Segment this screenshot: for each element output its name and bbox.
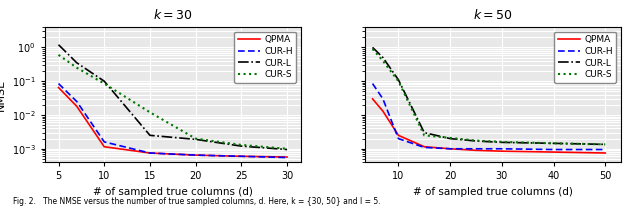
CUR-H bbox=[54, 82, 62, 85]
CUR-H bbox=[146, 152, 154, 154]
Line: CUR-H: CUR-H bbox=[372, 84, 605, 150]
CUR-L bbox=[498, 141, 506, 144]
CUR-H bbox=[446, 147, 454, 150]
Y-axis label: NMSE: NMSE bbox=[0, 79, 6, 111]
CUR-L bbox=[602, 143, 609, 146]
CUR-S bbox=[446, 137, 454, 139]
Title: $k = 30$: $k = 30$ bbox=[153, 8, 193, 22]
CUR-S bbox=[100, 82, 108, 85]
CUR-S bbox=[369, 48, 376, 50]
Line: CUR-H: CUR-H bbox=[58, 84, 287, 158]
CUR-L bbox=[369, 46, 376, 49]
CUR-S bbox=[284, 147, 291, 150]
CUR-S bbox=[54, 54, 62, 56]
CUR-H bbox=[379, 98, 387, 100]
Line: CUR-S: CUR-S bbox=[58, 55, 287, 149]
CUR-L bbox=[446, 137, 454, 140]
CUR-H bbox=[602, 148, 609, 151]
QPMA bbox=[237, 155, 245, 157]
QPMA bbox=[602, 152, 609, 154]
CUR-L bbox=[550, 142, 557, 145]
QPMA bbox=[395, 134, 403, 137]
Legend: QPMA, CUR-H, CUR-L, CUR-S: QPMA, CUR-H, CUR-L, CUR-S bbox=[554, 32, 616, 83]
QPMA bbox=[420, 145, 428, 148]
QPMA bbox=[369, 98, 376, 100]
CUR-H bbox=[73, 100, 81, 103]
QPMA bbox=[54, 86, 62, 89]
CUR-L bbox=[54, 43, 62, 46]
Title: $k = 50$: $k = 50$ bbox=[473, 8, 513, 22]
CUR-S bbox=[498, 141, 506, 143]
CUR-L bbox=[146, 134, 154, 137]
CUR-H bbox=[395, 137, 403, 140]
QPMA bbox=[498, 150, 506, 152]
CUR-L bbox=[237, 145, 245, 147]
CUR-S bbox=[472, 139, 480, 142]
CUR-H bbox=[472, 147, 480, 150]
Line: QPMA: QPMA bbox=[58, 88, 287, 157]
CUR-H bbox=[100, 141, 108, 143]
CUR-H bbox=[192, 154, 200, 156]
CUR-H bbox=[498, 147, 506, 150]
CUR-H bbox=[420, 146, 428, 149]
CUR-H bbox=[369, 82, 376, 85]
Text: Fig. 2.   The NMSE versus the number of true sampled columns, d. Here, k = {30, : Fig. 2. The NMSE versus the number of tr… bbox=[13, 197, 380, 206]
QPMA bbox=[472, 149, 480, 152]
CUR-S bbox=[379, 59, 387, 62]
CUR-L bbox=[192, 138, 200, 141]
CUR-S bbox=[550, 142, 557, 145]
CUR-S bbox=[73, 67, 81, 69]
QPMA bbox=[446, 147, 454, 150]
CUR-S bbox=[395, 80, 403, 82]
X-axis label: # of sampled true columns (d): # of sampled true columns (d) bbox=[413, 187, 573, 197]
Line: CUR-L: CUR-L bbox=[372, 47, 605, 144]
QPMA bbox=[284, 156, 291, 158]
CUR-L bbox=[73, 62, 81, 64]
Line: QPMA: QPMA bbox=[372, 99, 605, 153]
QPMA bbox=[379, 110, 387, 112]
X-axis label: # of sampled true columns (d): # of sampled true columns (d) bbox=[93, 187, 253, 197]
CUR-H bbox=[550, 148, 557, 151]
CUR-L bbox=[100, 80, 108, 82]
CUR-L bbox=[420, 131, 428, 134]
CUR-S bbox=[192, 137, 200, 140]
CUR-S bbox=[420, 134, 428, 137]
Line: CUR-S: CUR-S bbox=[372, 49, 605, 144]
CUR-S bbox=[146, 111, 154, 114]
Line: CUR-L: CUR-L bbox=[58, 45, 287, 150]
CUR-L bbox=[395, 79, 403, 81]
CUR-H bbox=[237, 155, 245, 157]
QPMA bbox=[550, 151, 557, 153]
CUR-S bbox=[602, 143, 609, 146]
QPMA bbox=[146, 152, 154, 154]
QPMA bbox=[73, 105, 81, 108]
CUR-S bbox=[237, 144, 245, 146]
QPMA bbox=[192, 154, 200, 156]
CUR-L bbox=[284, 148, 291, 151]
Legend: QPMA, CUR-H, CUR-L, CUR-S: QPMA, CUR-H, CUR-L, CUR-S bbox=[234, 32, 296, 83]
CUR-L bbox=[379, 56, 387, 59]
CUR-H bbox=[284, 156, 291, 159]
CUR-L bbox=[472, 140, 480, 142]
QPMA bbox=[100, 145, 108, 148]
